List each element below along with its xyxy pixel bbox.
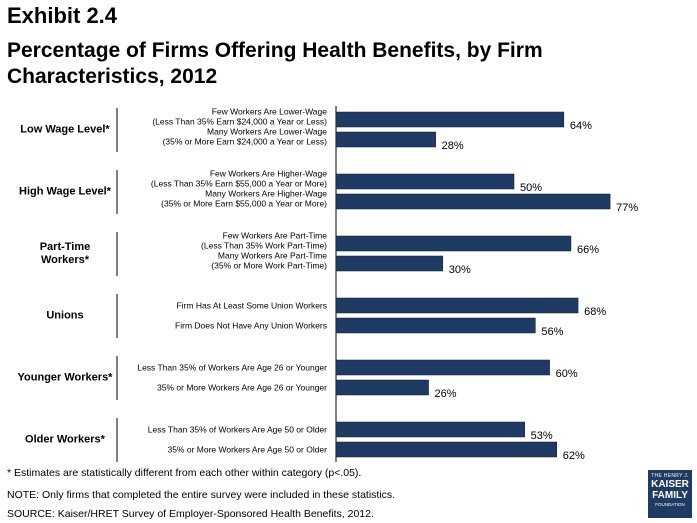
bar-chart: Low Wage Level* Few Workers Are Lower-Wag… [18, 106, 638, 462]
bar [335, 193, 611, 210]
bar-category-label: Many Workers Are Lower-Wage (35% or More … [163, 127, 328, 147]
footnote-source: SOURCE: Kaiser/HRET Survey of Employer-S… [7, 508, 374, 520]
group-label: Older Workers* [25, 434, 106, 446]
bar-value-label: 68% [584, 306, 606, 318]
bar [335, 317, 536, 334]
group-label: Part-Time Workers* [40, 241, 91, 266]
chart-title-line-2: Characteristics, 2012 [7, 65, 218, 88]
bar-value-label: 66% [577, 244, 599, 256]
bar-category-label: 35% or More Workers Are Age 26 or Younge… [157, 383, 327, 393]
logo-line-3: FAMILY [652, 490, 688, 501]
footnote-significance: * Estimates are statistically different … [7, 467, 362, 479]
bar [335, 235, 572, 252]
bar-category-label: Many Workers Are Higher-Wage (35% or More… [161, 189, 327, 209]
bar [335, 255, 444, 272]
bar-value-label: 64% [570, 120, 592, 132]
bar-value-label: 56% [541, 326, 563, 338]
group-label: Younger Workers* [18, 372, 114, 384]
bar-category-label: Many Workers Are Part-Time (35% or More W… [211, 251, 327, 271]
logo-line-4: FOUNDATION [655, 502, 685, 507]
bar-category-label: Firm Does Not Have Any Union Workers [175, 321, 327, 331]
bar-category-label: Less Than 35% of Workers Are Age 26 or Y… [137, 363, 327, 373]
bar-value-label: 62% [563, 450, 585, 462]
chart-title-line-1: Percentage of Firms Offering Health Bene… [7, 39, 543, 62]
bar-value-label: 30% [449, 264, 471, 276]
bar [335, 421, 525, 438]
bar-category-label: Few Workers Are Higher-Wage (Less Than 35… [151, 169, 327, 189]
bar [335, 111, 565, 128]
bar-category-label: Firm Has At Least Some Union Workers [176, 301, 327, 311]
bar [335, 441, 557, 458]
bar-value-label: 50% [520, 182, 542, 194]
bar-value-label: 53% [531, 430, 553, 442]
exhibit-number: Exhibit 2.4 [7, 3, 118, 28]
bar-value-label: 60% [556, 368, 578, 380]
bar-category-label: 35% or More Workers Are Age 50 or Older [167, 445, 327, 455]
bar [335, 173, 515, 190]
bar-category-label: Few Workers Are Part-Time (Less Than 35% … [201, 231, 327, 251]
footnote-note: NOTE: Only firms that completed the enti… [7, 489, 396, 501]
bar-category-label: Few Workers Are Lower-Wage (Less Than 35%… [152, 107, 327, 127]
group-label: Unions [46, 310, 83, 322]
bar [335, 131, 436, 148]
bar-value-label: 77% [616, 202, 638, 214]
logo-line-2: KAISER [651, 479, 689, 490]
logo-line-1: THE HENRY J. [651, 473, 689, 479]
bar-category-label: Less Than 35% of Workers Are Age 50 or O… [148, 425, 327, 435]
group-label: Low Wage Level* [20, 124, 110, 136]
kff-logo: THE HENRY J. KAISER FAMILY FOUNDATION [648, 470, 692, 518]
bar [335, 359, 550, 376]
bar [335, 297, 579, 314]
group-label: High Wage Level* [19, 186, 112, 198]
bar-value-label: 28% [442, 140, 464, 152]
bar [335, 379, 429, 396]
bar-value-label: 26% [435, 388, 457, 400]
